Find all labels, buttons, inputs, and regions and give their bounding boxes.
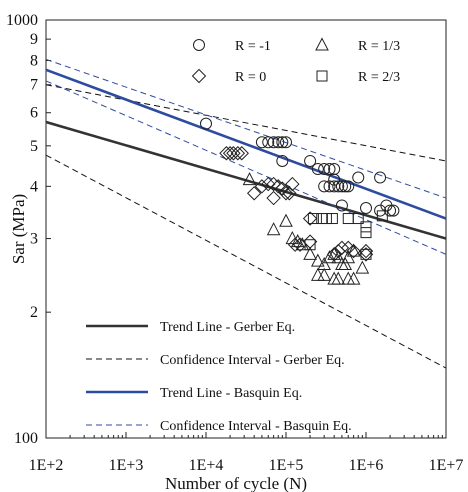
legend-marker-triangle xyxy=(316,39,328,51)
legend-line-label: Trend Line - Gerber Eq. xyxy=(160,320,295,335)
y-tick-label: 100 xyxy=(14,430,38,447)
data-point-triangle xyxy=(312,269,324,281)
data-point-circle xyxy=(353,172,364,183)
data-point-triangle xyxy=(318,269,330,281)
data-point-square xyxy=(361,228,371,238)
y-tick-label: 4 xyxy=(30,178,38,195)
data-point-circle xyxy=(256,137,267,148)
y-tick-label: 2 xyxy=(30,304,38,321)
legend-marker-label: R = 2/3 xyxy=(358,70,400,85)
x-tick-labels: 1E+2 1E+3 1E+4 1E+5 1E+6 1E+7 xyxy=(29,457,464,474)
data-point-diamond xyxy=(267,192,280,205)
data-point-circle xyxy=(361,203,372,214)
confidence-line xyxy=(46,155,446,368)
y-tick-label: 3 xyxy=(30,231,38,248)
data-point-triangle xyxy=(268,223,280,235)
legend-marker-label: R = 1/3 xyxy=(358,39,400,54)
y-tick-label: 5 xyxy=(30,138,38,155)
data-point-triangle xyxy=(312,255,324,267)
y-tick-label: 8 xyxy=(30,53,38,70)
y-tick-label: 7 xyxy=(30,77,38,94)
confidence-line xyxy=(46,85,446,161)
data-point-circle xyxy=(329,164,340,175)
data-point-circle xyxy=(201,118,212,129)
legend-marker-square xyxy=(317,71,327,81)
x-tick-label: 1E+3 xyxy=(109,457,144,474)
x-tick-label: 1E+5 xyxy=(269,457,304,474)
legend-markers: R = -1 R = 1/3 R = 0 R = 2/3 xyxy=(193,39,401,86)
data-point-triangle xyxy=(280,215,292,227)
y-tick-label: 6 xyxy=(30,105,38,122)
legend-line-label: Trend Line - Basquin Eq. xyxy=(160,386,302,401)
data-point-circle xyxy=(375,172,386,183)
legend-marker-label: R = -1 xyxy=(235,39,271,54)
y-tick-label: 9 xyxy=(30,31,38,48)
x-axis-title: Number of cycle (N) xyxy=(165,474,307,492)
confidence-line xyxy=(46,81,446,254)
data-points xyxy=(201,118,399,284)
legend-line-label: Confidence Interval - Gerber Eq. xyxy=(160,353,345,368)
y-tick-label: 1000 xyxy=(6,12,38,29)
data-point-diamond xyxy=(248,187,261,200)
x-tick-label: 1E+2 xyxy=(29,457,64,474)
legend-marker-diamond xyxy=(193,70,206,83)
legend-lines: Trend Line - Gerber Eq. Confidence Interv… xyxy=(86,320,352,434)
trend-line xyxy=(46,70,446,219)
x-tick-label: 1E+6 xyxy=(349,457,384,474)
legend-line-label: Confidence Interval - Basquin Eq. xyxy=(160,419,352,434)
legend-marker-label: R = 0 xyxy=(235,70,266,85)
data-point-triangle xyxy=(328,273,340,285)
x-tick-label: 1E+7 xyxy=(429,457,464,474)
x-tick-label: 1E+4 xyxy=(189,457,224,474)
y-axis-title: Sar (MPa) xyxy=(9,194,28,264)
data-point-triangle xyxy=(356,262,368,274)
data-point-triangle xyxy=(332,273,344,285)
data-point-square xyxy=(343,214,353,224)
legend-marker-circle xyxy=(194,40,205,51)
data-point-square xyxy=(327,214,337,224)
